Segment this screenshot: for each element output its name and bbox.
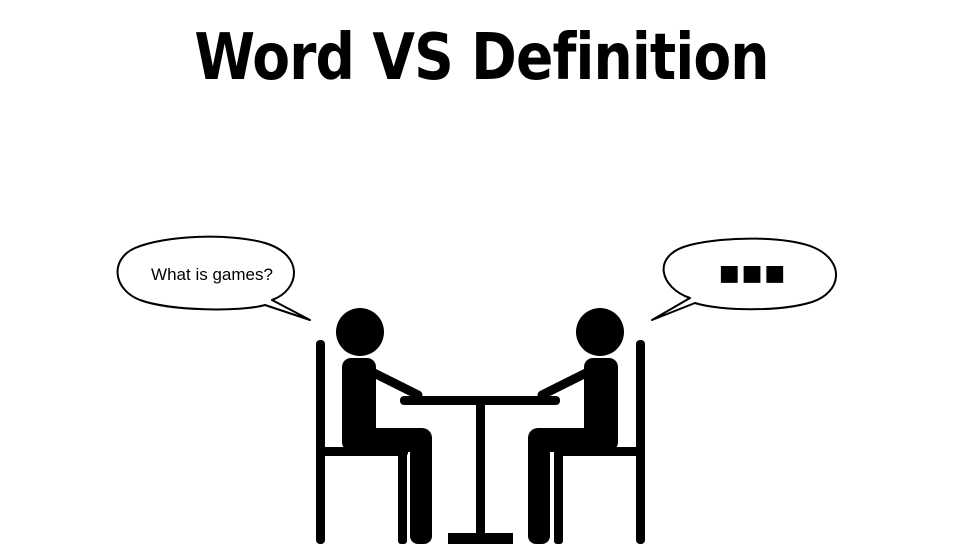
right-person-thigh: [528, 428, 618, 452]
table-base: [448, 533, 513, 544]
right-bubble-text: ■■■: [719, 261, 787, 286]
right-bubble-shape: [651, 237, 837, 321]
left-person-thigh: [342, 428, 432, 452]
table-stem: [476, 403, 485, 535]
right-person: [528, 308, 624, 544]
table: [400, 396, 560, 544]
right-person-torso: [584, 358, 618, 444]
right-person-head: [576, 308, 624, 356]
left-person: [336, 308, 432, 544]
left-speech-bubble: What is games?: [116, 235, 311, 321]
left-person-shin: [410, 432, 432, 544]
right-speech-bubble: ■■■: [651, 237, 837, 321]
left-bubble-shape: [116, 235, 311, 321]
left-person-head: [336, 308, 384, 356]
table-top: [400, 396, 560, 405]
right-person-arm: [537, 364, 599, 400]
left-bubble-text: What is games?: [151, 265, 273, 284]
left-person-torso: [342, 358, 376, 444]
page-title: Word VS Definition: [194, 21, 769, 95]
left-chair-front-leg: [398, 447, 407, 544]
right-person-shin: [528, 432, 550, 544]
right-chair-back: [636, 340, 645, 544]
left-chair-back: [316, 340, 325, 544]
right-chair-front-leg: [554, 447, 563, 544]
left-person-arm: [361, 364, 423, 400]
